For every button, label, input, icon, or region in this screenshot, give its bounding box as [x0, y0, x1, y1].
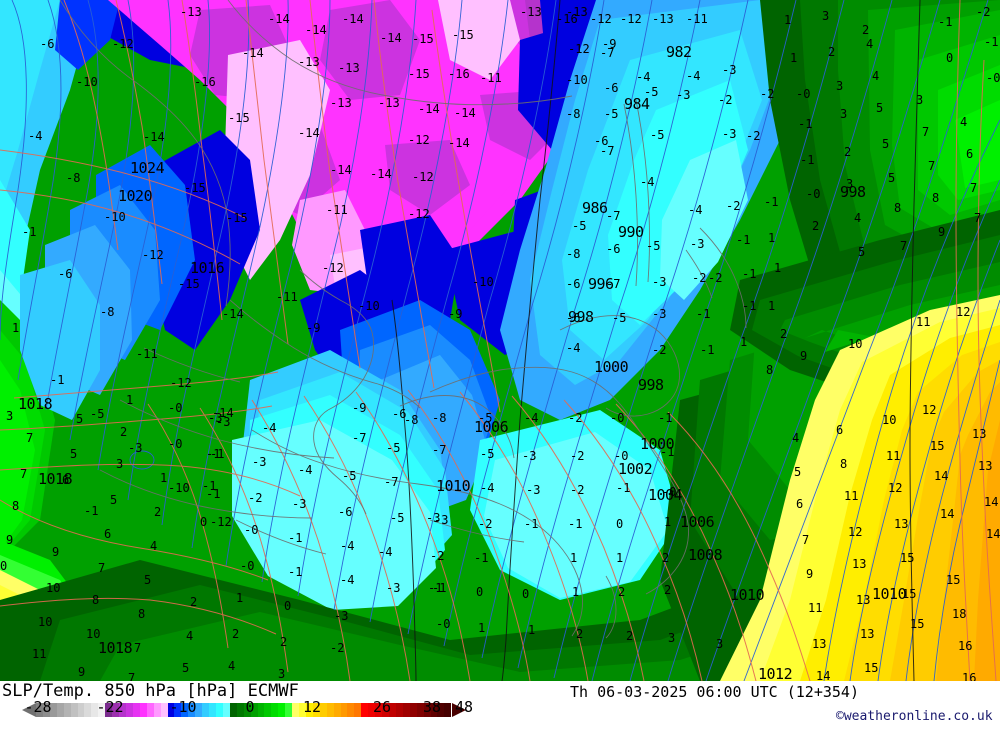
colorbar-swatch: [70, 703, 78, 717]
colorbar-swatch: [139, 703, 147, 717]
colorbar-tick: -28: [24, 698, 52, 716]
colorbar-swatch: [125, 703, 133, 717]
colorbar-swatch: [312, 703, 320, 717]
colorbar-swatch: [444, 703, 452, 717]
colorbar-swatch: [195, 703, 203, 717]
colorbar-tick: -22: [96, 698, 124, 716]
colorbar-tick: 38: [422, 698, 442, 716]
colorbar-swatch: [181, 703, 189, 717]
colorbar-swatch: [243, 703, 251, 717]
colorbar-swatch: [250, 703, 258, 717]
colorbar-swatch: [340, 703, 348, 717]
colorbar-swatch: [285, 703, 293, 717]
map-graphic: [0, 0, 1000, 681]
colorbar-swatch: [56, 703, 64, 717]
colorbar-swatch: [347, 703, 355, 717]
colorbar-swatch: [167, 703, 175, 717]
colorbar-swatch: [402, 703, 410, 717]
colorbar-swatch: [119, 703, 126, 717]
colorbar-swatch: [278, 703, 286, 717]
colorbar-swatch: [305, 703, 313, 717]
colorbar-swatch: [84, 703, 92, 717]
colorbar-swatch: [409, 703, 417, 717]
colorbar-swatch: [430, 703, 438, 717]
colorbar-swatch: [77, 703, 85, 717]
colorbar-swatch: [326, 703, 334, 717]
colorbar-swatch: [91, 703, 99, 717]
colorbar-swatch: [146, 703, 154, 717]
colorbar-tick: 12: [302, 698, 322, 716]
colorbar-swatch: [423, 703, 431, 717]
colorbar-swatch: [229, 703, 237, 717]
colorbar-swatch: [222, 703, 230, 717]
colorbar-swatch: [63, 703, 71, 717]
colorbar-swatch: [361, 703, 369, 717]
colorbar-swatch: [105, 703, 113, 717]
colorbar-swatch: [98, 703, 106, 717]
colorbar-swatch: [257, 703, 265, 717]
color-scale-legend[interactable]: [22, 703, 466, 717]
colorbar-swatch: [382, 703, 390, 717]
colorbar-tick: 26: [372, 698, 392, 716]
map-footer: SLP/Temp. 850 hPa [hPa] ECMWF Th 06-03-2…: [0, 681, 1000, 733]
valid-datetime: Th 06-03-2025 06:00 UTC (12+354): [570, 683, 859, 701]
colorbar-swatch: [389, 703, 396, 717]
colorbar-swatch: [160, 703, 168, 717]
colorbar-swatch: [437, 703, 445, 717]
colorbar-swatch: [319, 703, 327, 717]
colorbar-swatch: [416, 703, 424, 717]
chart-title: SLP/Temp. 850 hPa [hPa] ECMWF: [2, 681, 299, 701]
colorbar-swatch: [42, 703, 50, 717]
colorbar-tick-labels: -28 -22 -10 0 12 26 38 48: [0, 698, 474, 716]
colorbar-swatch: [153, 703, 161, 717]
colorbar-swatch: [333, 703, 341, 717]
colorbar-swatch: [299, 703, 306, 717]
colorbar-high-arrow: [452, 703, 466, 717]
colorbar-swatch: [395, 703, 403, 717]
colorbar-swatch: [132, 703, 140, 717]
colorbar-swatch: [202, 703, 210, 717]
weather-map-canvas[interactable]: -6 -13 -14 -10 -12 -4 -8 -1 -6 1 3 -1 -5 -1 -10 -12 -8 -1…: [0, 0, 1000, 681]
colorbar-swatch: [271, 703, 279, 717]
copyright-notice: ©weatheronline.co.uk: [836, 709, 993, 724]
colorbar-swatch: [368, 703, 376, 717]
colorbar-tick: 0: [245, 698, 255, 716]
colorbar-swatches: [36, 703, 452, 717]
colorbar-swatch: [236, 703, 244, 717]
colorbar-tick: -10: [169, 698, 197, 716]
colorbar-swatch: [188, 703, 196, 717]
colorbar-swatch: [49, 703, 57, 717]
colorbar-swatch: [36, 703, 43, 717]
colorbar-swatch: [354, 703, 362, 717]
colorbar-swatch: [215, 703, 223, 717]
colorbar-swatch: [292, 703, 300, 717]
colorbar-swatch: [375, 703, 383, 717]
colorbar-low-arrow: [22, 703, 36, 717]
colorbar-tick: 48: [454, 698, 474, 716]
colorbar-swatch: [174, 703, 182, 717]
colorbar-swatch: [209, 703, 216, 717]
colorbar-swatch: [112, 703, 120, 717]
colorbar-swatch: [264, 703, 272, 717]
